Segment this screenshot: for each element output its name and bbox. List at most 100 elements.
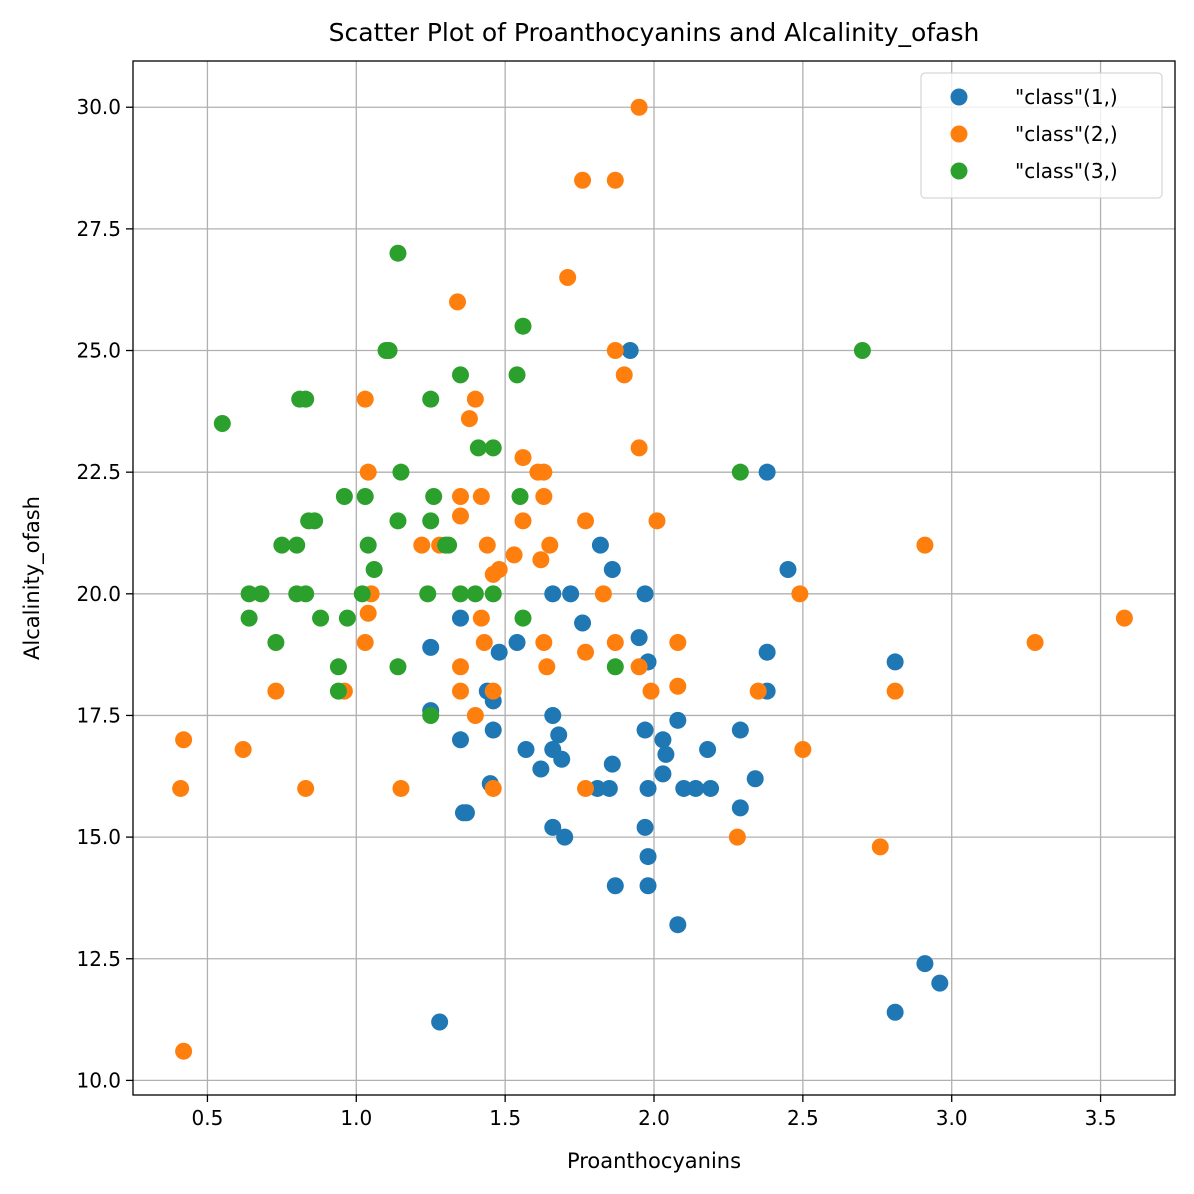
data-point-class-2 bbox=[538, 658, 556, 676]
data-point-class-3 bbox=[365, 560, 383, 578]
data-point-class-2 bbox=[630, 98, 648, 116]
axis-ticks: 0.5 1.0 1.5 2.0 2.5 3.0 3.5 10.0 12.5 15.0 17.5 20.… bbox=[76, 95, 1116, 1130]
data-point-class-1 bbox=[490, 643, 508, 661]
data-point-class-3 bbox=[731, 463, 749, 481]
data-point-class-3 bbox=[422, 706, 440, 724]
data-point-class-2 bbox=[359, 604, 377, 622]
data-point-class-1 bbox=[451, 731, 469, 749]
legend: "class"(1,) "class"(2,) "class"(3,) bbox=[920, 72, 1163, 199]
data-point-class-3 bbox=[440, 536, 458, 554]
y-axis-label: Alcalinity_ofash bbox=[20, 496, 45, 660]
legend-label: "class"(2,) bbox=[1015, 122, 1118, 146]
data-point-class-2 bbox=[356, 390, 374, 408]
data-point-class-2 bbox=[669, 633, 687, 651]
data-point-class-3 bbox=[335, 487, 353, 505]
data-point-class-3 bbox=[329, 658, 347, 676]
y-tick-label: 20.0 bbox=[76, 582, 121, 606]
data-point-class-3 bbox=[312, 609, 330, 627]
data-point-class-1 bbox=[606, 877, 624, 895]
data-point-class-3 bbox=[422, 390, 440, 408]
legend-marker bbox=[950, 125, 968, 143]
x-tick-label: 1.0 bbox=[340, 1106, 372, 1130]
x-tick-label: 1.5 bbox=[489, 1106, 521, 1130]
data-point-class-2 bbox=[460, 410, 478, 428]
data-point-class-2 bbox=[413, 536, 431, 554]
data-point-class-2 bbox=[359, 463, 377, 481]
data-point-class-1 bbox=[532, 760, 550, 778]
data-point-class-2 bbox=[451, 658, 469, 676]
data-point-class-2 bbox=[234, 741, 252, 759]
data-point-class-2 bbox=[535, 487, 553, 505]
x-axis-label: Proanthocyanins bbox=[567, 1149, 741, 1173]
data-point-class-1 bbox=[669, 916, 687, 934]
data-point-class-2 bbox=[577, 512, 595, 530]
data-point-class-1 bbox=[746, 770, 764, 788]
data-point-class-2 bbox=[172, 779, 190, 797]
data-point-class-3 bbox=[425, 487, 443, 505]
data-point-class-2 bbox=[297, 779, 315, 797]
data-points bbox=[172, 98, 1133, 1060]
data-point-class-1 bbox=[758, 463, 776, 481]
y-tick-label: 15.0 bbox=[76, 825, 121, 849]
data-point-class-2 bbox=[472, 609, 490, 627]
legend-box bbox=[920, 72, 1163, 199]
x-tick-label: 0.5 bbox=[192, 1106, 224, 1130]
data-point-class-2 bbox=[1115, 609, 1133, 627]
data-point-class-2 bbox=[484, 779, 502, 797]
data-point-class-1 bbox=[639, 848, 657, 866]
data-point-class-1 bbox=[886, 653, 904, 671]
data-point-class-2 bbox=[728, 828, 746, 846]
data-point-class-2 bbox=[606, 633, 624, 651]
y-tick-label: 27.5 bbox=[76, 217, 121, 241]
data-point-class-1 bbox=[639, 779, 657, 797]
data-point-class-3 bbox=[380, 342, 398, 360]
data-point-class-1 bbox=[588, 779, 606, 797]
data-point-class-2 bbox=[175, 1042, 193, 1060]
data-point-class-2 bbox=[505, 546, 523, 564]
data-point-class-1 bbox=[731, 721, 749, 739]
data-point-class-2 bbox=[630, 439, 648, 457]
data-point-class-2 bbox=[356, 633, 374, 651]
data-point-class-3 bbox=[356, 487, 374, 505]
data-point-class-1 bbox=[702, 779, 720, 797]
data-point-class-2 bbox=[615, 366, 633, 384]
data-point-class-1 bbox=[639, 877, 657, 895]
data-point-class-3 bbox=[484, 439, 502, 457]
data-point-class-2 bbox=[449, 293, 467, 311]
data-point-class-3 bbox=[508, 366, 526, 384]
data-point-class-2 bbox=[535, 463, 553, 481]
data-point-class-2 bbox=[606, 342, 624, 360]
data-point-class-1 bbox=[600, 779, 618, 797]
chart-title: Scatter Plot of Proanthocyanins and Alca… bbox=[329, 18, 980, 47]
y-tick-label: 30.0 bbox=[76, 95, 121, 119]
data-point-class-1 bbox=[484, 721, 502, 739]
data-point-class-3 bbox=[338, 609, 356, 627]
data-point-class-3 bbox=[392, 463, 410, 481]
data-point-class-3 bbox=[297, 585, 315, 603]
x-tick-label: 2.0 bbox=[638, 1106, 670, 1130]
legend-label: "class"(1,) bbox=[1015, 85, 1118, 109]
data-point-class-1 bbox=[553, 750, 571, 768]
data-point-class-1 bbox=[544, 585, 562, 603]
data-point-class-2 bbox=[871, 838, 889, 856]
data-point-class-3 bbox=[451, 585, 469, 603]
legend-marker bbox=[950, 88, 968, 106]
data-point-class-3 bbox=[422, 512, 440, 530]
data-point-class-2 bbox=[451, 507, 469, 525]
data-point-class-3 bbox=[469, 439, 487, 457]
data-point-class-1 bbox=[636, 721, 654, 739]
data-point-class-2 bbox=[267, 682, 285, 700]
data-point-class-3 bbox=[389, 512, 407, 530]
data-point-class-3 bbox=[606, 658, 624, 676]
data-point-class-1 bbox=[636, 585, 654, 603]
data-point-class-1 bbox=[630, 629, 648, 647]
data-point-class-3 bbox=[389, 244, 407, 262]
data-point-class-2 bbox=[541, 536, 559, 554]
y-tick-label: 25.0 bbox=[76, 339, 121, 363]
data-point-class-1 bbox=[669, 711, 687, 729]
data-point-class-1 bbox=[431, 1013, 449, 1031]
data-point-class-3 bbox=[511, 487, 529, 505]
data-point-class-1 bbox=[508, 633, 526, 651]
data-point-class-2 bbox=[577, 779, 595, 797]
data-point-class-1 bbox=[621, 342, 639, 360]
